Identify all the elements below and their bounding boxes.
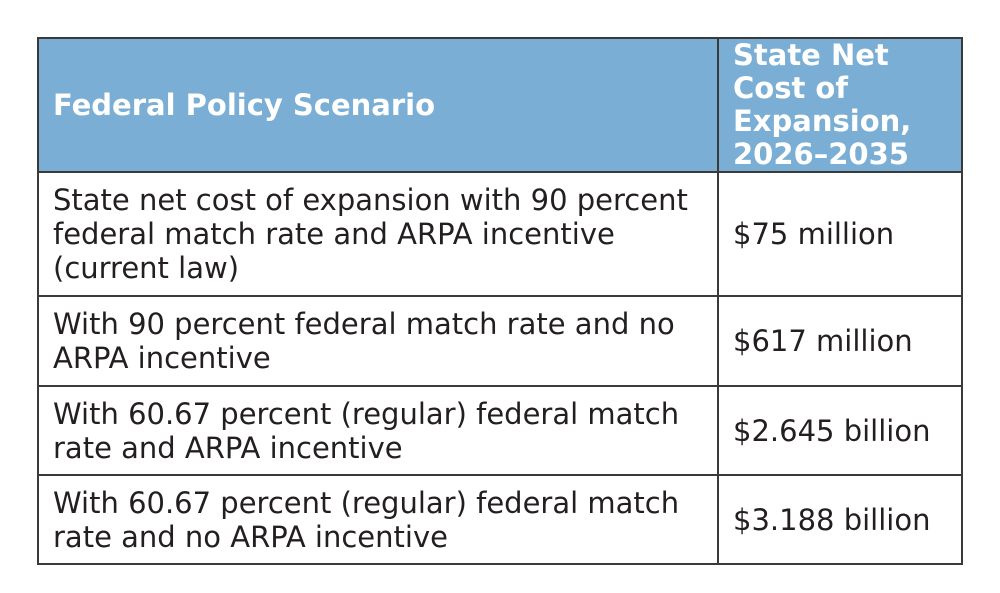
scenario-cell: State net cost of expansion with 90 perc… (37, 171, 719, 297)
table-row: State net cost of expansion with 90 perc… (37, 171, 963, 297)
scenario-cell: With 60.67 percent (regular) federal mat… (37, 385, 719, 476)
cost-cell: $3.188 billion (717, 474, 963, 565)
header-row: Federal Policy Scenario State Net Cost o… (37, 37, 963, 173)
scenario-cell: With 90 percent federal match rate and n… (37, 295, 719, 387)
table-row: With 90 percent federal match rate and n… (37, 295, 963, 387)
cost-cell: $617 million (717, 295, 963, 387)
header-state-net-cost: State Net Cost of Expansion, 2026–2035 (717, 37, 963, 173)
cost-cell: $75 million (717, 171, 963, 297)
table-row: With 60.67 percent (regular) federal mat… (37, 474, 963, 565)
table-body: State net cost of expansion with 90 perc… (37, 171, 963, 565)
header-federal-policy-scenario: Federal Policy Scenario (37, 37, 719, 173)
table-row: With 60.67 percent (regular) federal mat… (37, 385, 963, 476)
policy-scenario-table: Federal Policy Scenario State Net Cost o… (37, 37, 963, 565)
table-header: Federal Policy Scenario State Net Cost o… (37, 37, 963, 173)
cost-cell: $2.645 billion (717, 385, 963, 476)
scenario-cell: With 60.67 percent (regular) federal mat… (37, 474, 719, 565)
